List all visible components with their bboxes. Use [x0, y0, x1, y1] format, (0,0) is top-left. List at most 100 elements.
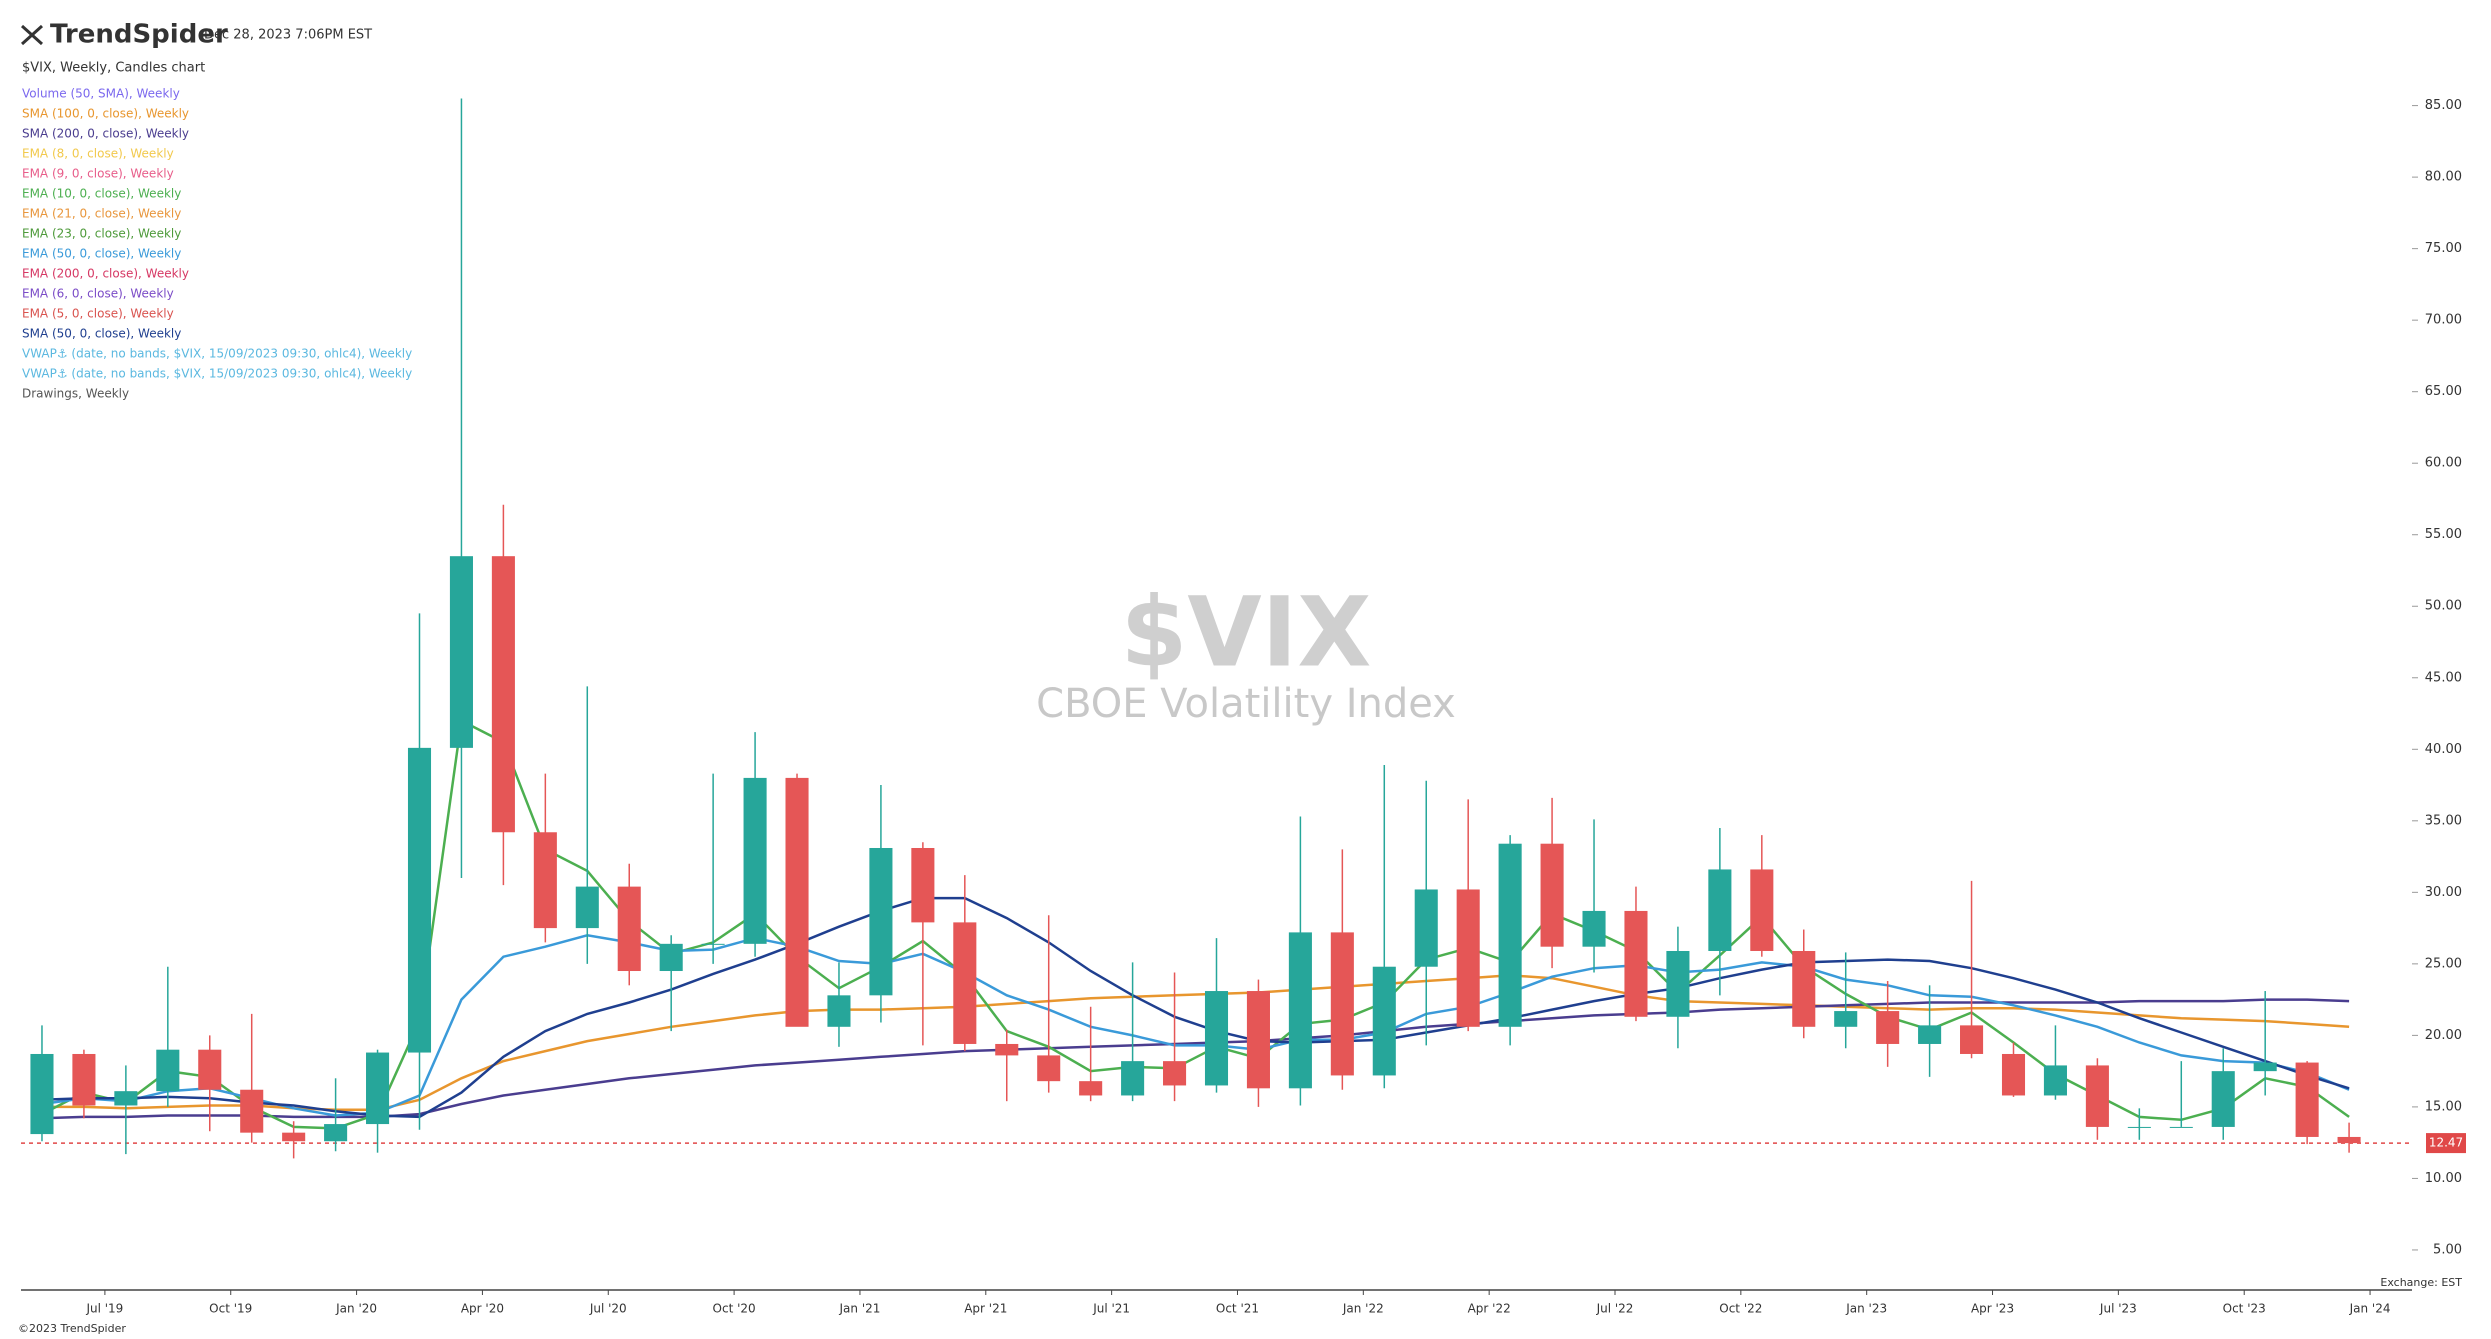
- candle-body: [2253, 1062, 2277, 1072]
- x-tick-label: Jul '19: [85, 1302, 123, 1316]
- y-tick-label: 60.00: [2425, 456, 2462, 471]
- candle-body: [1582, 910, 1606, 947]
- y-tick-label: 15.00: [2425, 1099, 2462, 1114]
- legend-entry: EMA (10, 0, close), Weekly: [22, 187, 181, 201]
- candle-body: [1708, 869, 1732, 951]
- legend-entry: EMA (200, 0, close), Weekly: [22, 267, 189, 281]
- candle-body: [407, 747, 432, 1053]
- x-tick-label: Oct '20: [713, 1302, 756, 1316]
- x-tick-label: Apr '23: [1971, 1302, 2014, 1316]
- candle-body: [1163, 1061, 1187, 1086]
- y-tick-label: 5.00: [2433, 1242, 2462, 1257]
- indicator-line: [41, 896, 2350, 1119]
- candle-body: [2337, 1136, 2361, 1144]
- candle-body: [1666, 950, 1690, 1017]
- candle-body: [324, 1124, 348, 1142]
- y-tick-label: 80.00: [2425, 170, 2462, 185]
- x-tick-label: Jul '20: [589, 1302, 627, 1316]
- candle-body: [701, 943, 725, 945]
- candle-body: [2295, 1062, 2319, 1137]
- x-tick-label: Apr '22: [1468, 1302, 1511, 1316]
- candle-body: [366, 1052, 390, 1125]
- x-tick-label: Oct '21: [1216, 1302, 1259, 1316]
- candle-body: [1960, 1025, 1984, 1054]
- candle-body: [2001, 1053, 2026, 1096]
- last-price-label: 12.47: [2429, 1136, 2463, 1150]
- candle-body: [1372, 966, 1396, 1076]
- x-tick-label: Oct '22: [1719, 1302, 1762, 1316]
- legend-entry: VWAP⚓ (date, no bands, $VIX, 15/09/2023 …: [22, 347, 412, 361]
- candle-body: [156, 1049, 180, 1092]
- candle-body: [1288, 932, 1312, 1089]
- y-tick-label: 45.00: [2425, 670, 2462, 685]
- candle-body: [1456, 889, 1480, 1027]
- candle-body: [953, 922, 977, 1044]
- x-tick-label: Jul '21: [1092, 1302, 1130, 1316]
- candle-body: [240, 1089, 264, 1133]
- x-tick-label: Oct '19: [209, 1302, 252, 1316]
- candle-body: [869, 847, 893, 996]
- watermark-subtitle: CBOE Volatility Index: [1036, 681, 1456, 727]
- candle-body: [1876, 1011, 1900, 1044]
- legend-entry: EMA (6, 0, close), Weekly: [22, 287, 174, 301]
- candle-body: [1750, 869, 1774, 951]
- candle-body: [1079, 1081, 1103, 1096]
- last-price-box: [2426, 1133, 2466, 1154]
- legend-entry: EMA (5, 0, close), Weekly: [22, 307, 174, 321]
- candle-body: [827, 995, 851, 1027]
- legend-entry: EMA (21, 0, close), Weekly: [22, 207, 181, 221]
- legend-entry: SMA (100, 0, close), Weekly: [22, 107, 189, 121]
- candle-body: [533, 832, 557, 929]
- logo-icon: [20, 24, 44, 46]
- x-tick-label: Apr '21: [964, 1302, 1007, 1316]
- candle-body: [785, 777, 809, 1027]
- candle-body: [995, 1043, 1019, 1056]
- candle-body: [30, 1053, 54, 1135]
- candle-body: [1037, 1055, 1061, 1082]
- legend-entry: EMA (9, 0, close), Weekly: [22, 167, 174, 181]
- legend-entry: EMA (8, 0, close), Weekly: [22, 147, 174, 161]
- candle-body: [198, 1049, 222, 1090]
- candle-body: [743, 777, 767, 944]
- candle-body: [911, 847, 935, 923]
- y-tick-label: 35.00: [2425, 813, 2462, 828]
- x-tick-label: Jul '22: [1596, 1302, 1634, 1316]
- x-tick-label: Jul '23: [2099, 1302, 2137, 1316]
- legend-entry: EMA (50, 0, close), Weekly: [22, 247, 181, 261]
- candle-body: [1792, 950, 1816, 1027]
- candle-body: [1414, 889, 1438, 967]
- legend-entry: Volume (50, SMA), Weekly: [22, 87, 180, 101]
- candle-body: [2169, 1126, 2193, 1128]
- legend-entry: SMA (200, 0, close), Weekly: [22, 127, 189, 141]
- candle-body: [449, 556, 473, 748]
- candle-body: [2211, 1071, 2235, 1127]
- candle-body: [617, 886, 641, 972]
- candle-body: [491, 556, 515, 833]
- x-tick-label: Apr '20: [461, 1302, 504, 1316]
- y-tick-label: 20.00: [2425, 1028, 2462, 1043]
- indicator-line: [42, 974, 2350, 1112]
- candle-body: [1540, 843, 1564, 947]
- candle-body: [2085, 1065, 2109, 1127]
- candle-body: [2043, 1065, 2067, 1096]
- y-tick-label: 25.00: [2425, 956, 2462, 971]
- legend-entry: VWAP⚓ (date, no bands, $VIX, 15/09/2023 …: [22, 367, 412, 381]
- candle-body: [1624, 910, 1648, 1017]
- x-tick-label: Jan '23: [1845, 1302, 1887, 1316]
- x-tick-label: Jan '22: [1342, 1302, 1384, 1316]
- y-tick-label: 75.00: [2425, 241, 2462, 256]
- candle-body: [1918, 1025, 1942, 1044]
- candle-body: [1246, 991, 1270, 1089]
- candle-body: [114, 1091, 138, 1106]
- x-tick-label: Jan '24: [2349, 1302, 2391, 1316]
- watermark-title: $VIX: [1121, 576, 1372, 688]
- candle-body: [2127, 1126, 2151, 1128]
- x-tick-label: Jan '20: [335, 1302, 377, 1316]
- legend-entry: Drawings, Weekly: [22, 387, 129, 401]
- candle-body: [1330, 932, 1354, 1076]
- y-tick-label: 40.00: [2425, 742, 2462, 757]
- y-tick-label: 65.00: [2425, 384, 2462, 399]
- x-tick-label: Jan '21: [839, 1302, 881, 1316]
- y-tick-label: 10.00: [2425, 1171, 2462, 1186]
- footer: ©2023 TrendSpider: [18, 1322, 126, 1335]
